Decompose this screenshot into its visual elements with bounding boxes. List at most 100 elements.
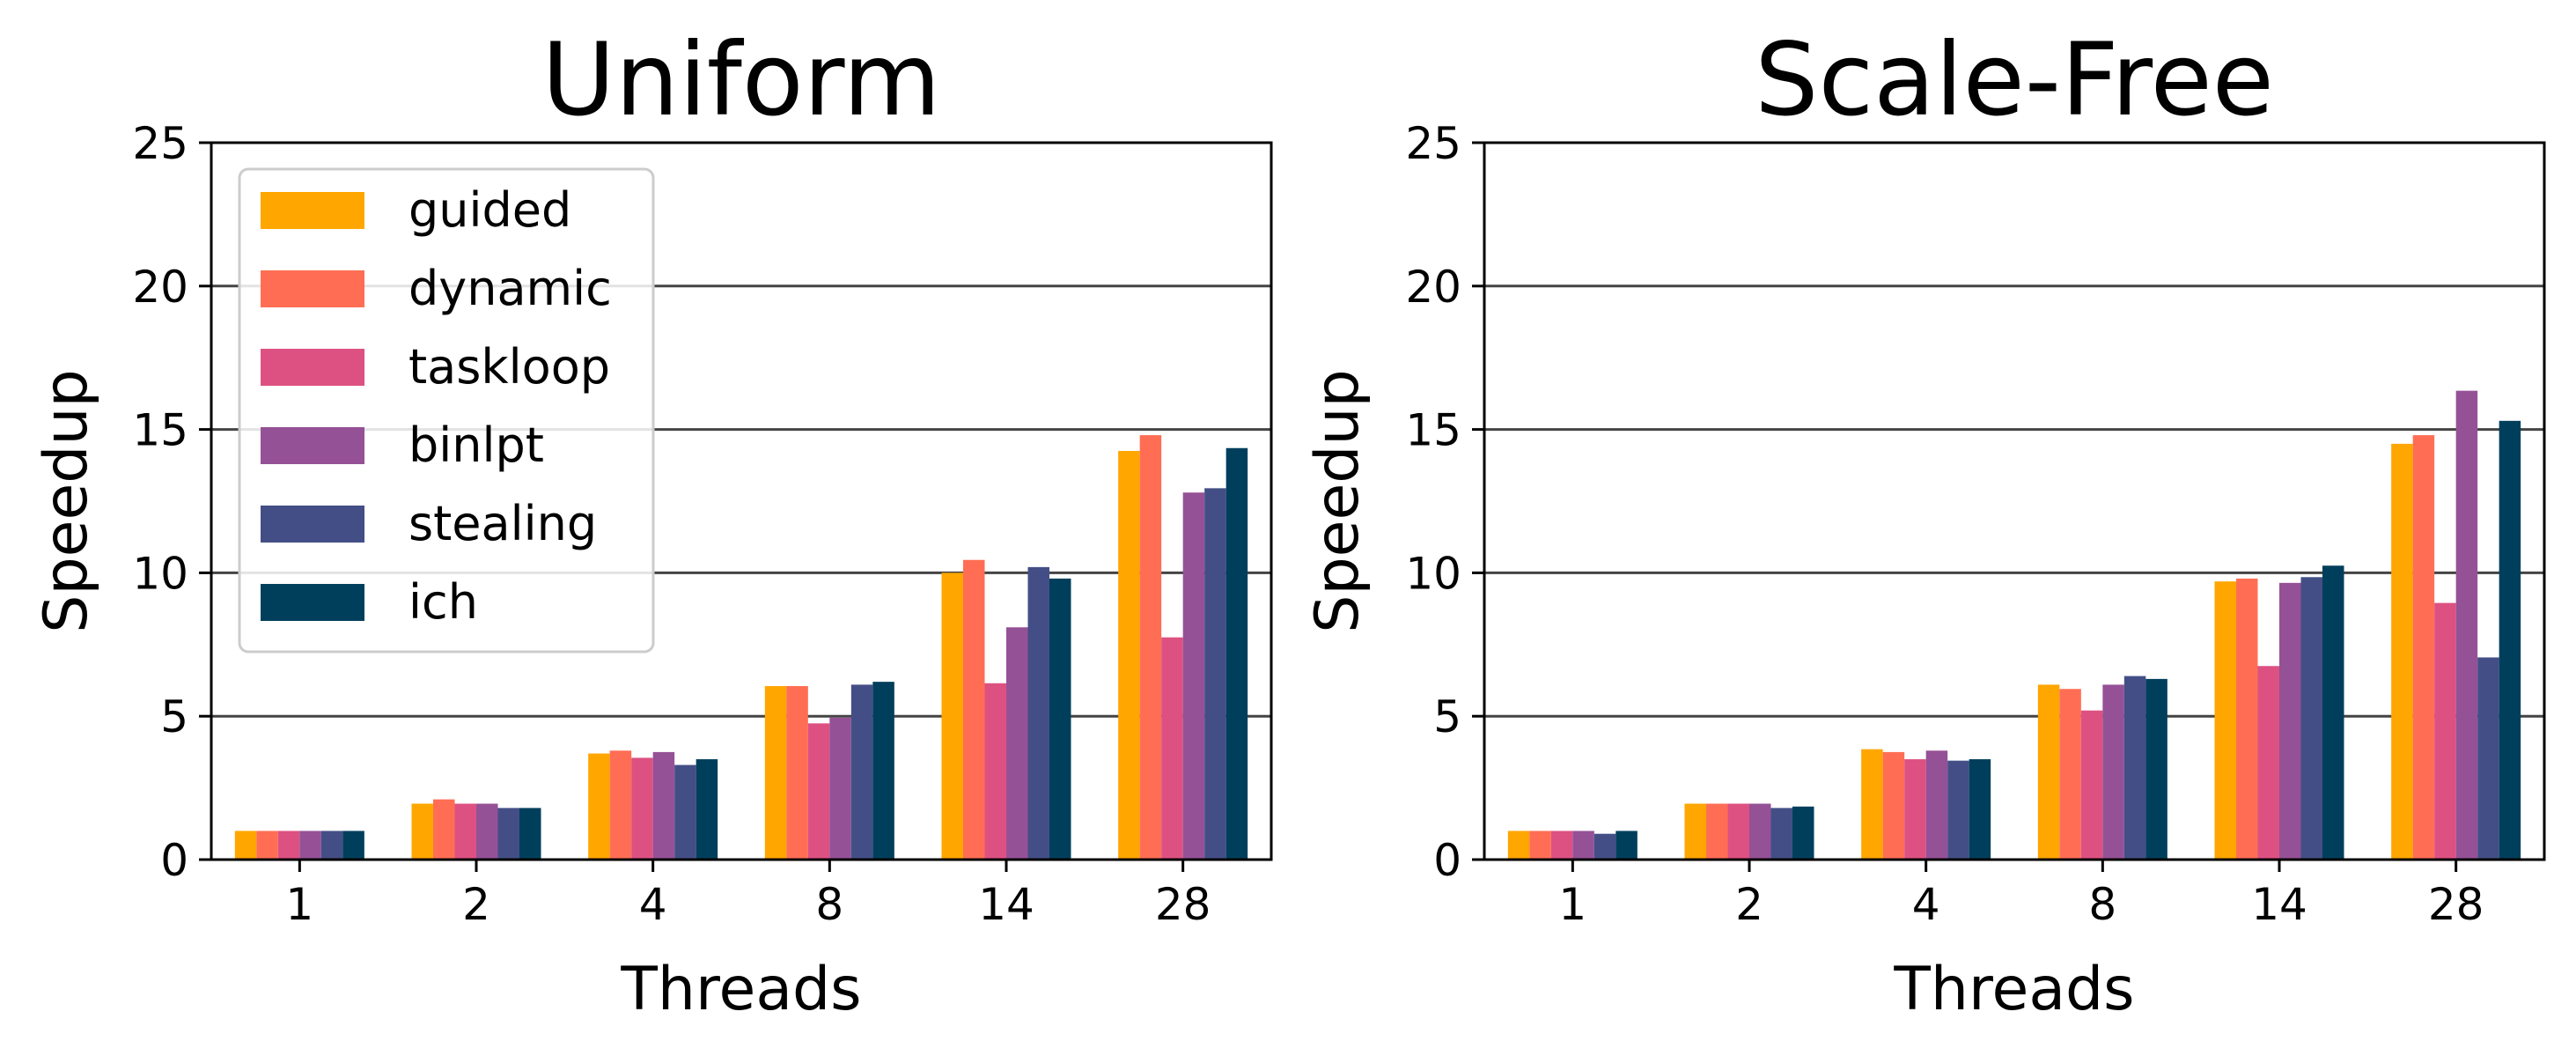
- bar-ich-4: [696, 759, 718, 860]
- bar-guided-14: [2214, 581, 2236, 860]
- bar-guided-1: [234, 831, 257, 860]
- bar-guided-8: [2037, 684, 2060, 860]
- legend-swatch-dynamic: [261, 270, 364, 307]
- uniform-y-axis-label: Speedup: [32, 369, 101, 632]
- bar-binlpt-2: [476, 803, 498, 860]
- bar-guided-28: [1118, 451, 1140, 860]
- bar-dynamic-2: [1706, 803, 1728, 860]
- bar-binlpt-4: [652, 751, 675, 860]
- uniform-panel: 0 5 10 15 20 25 1 2 4 8 14 28 Uniform Threads Spee…: [32, 21, 1273, 1024]
- bar-binlpt-4: [1925, 750, 1948, 860]
- scale-free-grid: [1484, 284, 2544, 718]
- bar-stealing-8: [850, 684, 873, 860]
- bar-binlpt-14: [2279, 582, 2301, 860]
- bar-taskloop-14: [984, 683, 1006, 860]
- bar-binlpt-1: [299, 831, 321, 860]
- bar-ich-2: [519, 808, 541, 860]
- bar-taskloop-14: [2257, 666, 2279, 860]
- y-tick-label: 5: [1433, 691, 1461, 742]
- legend-label-ich: ich: [408, 574, 478, 630]
- legend-label-binlpt: binlpt: [408, 417, 544, 473]
- bar-dynamic-4: [609, 750, 632, 860]
- bar-stealing-28: [2477, 657, 2499, 860]
- bar-ich-2: [1792, 806, 1814, 860]
- x-tick-label: 14: [2251, 879, 2307, 930]
- bar-taskloop-8: [2080, 710, 2103, 860]
- legend-swatch-stealing: [261, 506, 364, 543]
- x-tick-label: 2: [462, 879, 490, 930]
- bar-taskloop-1: [277, 831, 300, 860]
- scale-free-y-axis: 0 5 10 15 20 25: [1405, 118, 1484, 886]
- x-tick-label: 2: [1735, 879, 1763, 930]
- x-tick-label: 1: [285, 879, 313, 930]
- bar-taskloop-4: [1904, 759, 1926, 860]
- y-tick-label: 0: [160, 835, 188, 886]
- bar-ich-4: [1969, 759, 1991, 860]
- bar-dynamic-8: [786, 686, 808, 860]
- bar-taskloop-28: [1161, 637, 1183, 860]
- bar-dynamic-28: [1139, 435, 1162, 860]
- bar-ich-1: [1616, 831, 1638, 860]
- bar-taskloop-2: [1727, 803, 1749, 860]
- bar-guided-8: [764, 686, 787, 860]
- uniform-bars: [234, 435, 1248, 860]
- legend-swatch-taskloop: [261, 349, 364, 386]
- uniform-plot-frame: [210, 141, 1273, 861]
- legend-label-taskloop: taskloop: [408, 339, 610, 395]
- x-tick-label: 28: [2428, 879, 2484, 930]
- bar-taskloop-4: [631, 757, 653, 860]
- uniform-x-axis-label: Threads: [620, 955, 861, 1024]
- scale-free-plot-background: [1484, 143, 2544, 860]
- bar-dynamic-4: [1882, 751, 1905, 860]
- bar-binlpt-28: [1182, 492, 1205, 860]
- x-tick-label: 1: [1558, 879, 1586, 930]
- uniform-x-axis: 1 2 4 8 14 28: [285, 860, 1211, 930]
- bar-stealing-14: [2300, 577, 2322, 860]
- y-tick-label: 25: [132, 118, 188, 169]
- bar-binlpt-28: [2455, 390, 2478, 860]
- x-tick-label: 8: [2088, 879, 2116, 930]
- scale-free-plot-frame: [1483, 141, 2546, 861]
- y-tick-label: 10: [1405, 548, 1461, 599]
- bar-guided-4: [1861, 749, 1883, 860]
- x-tick-label: 4: [639, 879, 667, 930]
- legend-label-dynamic: dynamic: [408, 261, 612, 316]
- bar-binlpt-8: [829, 717, 851, 860]
- bar-dynamic-1: [1529, 831, 1551, 860]
- bar-ich-28: [2499, 420, 2521, 860]
- legend-swatch-ich: [261, 584, 364, 621]
- y-tick-label: 15: [1405, 405, 1461, 456]
- uniform-y-axis: 0 5 10 15 20 25: [132, 118, 211, 886]
- x-tick-label: 28: [1155, 879, 1211, 930]
- y-tick-label: 10: [132, 548, 188, 599]
- y-tick-label: 15: [132, 405, 188, 456]
- bar-guided-2: [1684, 803, 1706, 860]
- bar-dynamic-8: [2059, 689, 2081, 860]
- bar-stealing-8: [2123, 676, 2146, 860]
- legend-swatch-guided: [261, 192, 364, 229]
- bar-dynamic-28: [2412, 435, 2435, 860]
- x-tick-label: 14: [978, 879, 1034, 930]
- scale-free-x-axis-label: Threads: [1893, 955, 2134, 1024]
- scale-free-bars: [1507, 390, 2521, 860]
- y-tick-label: 20: [132, 262, 188, 313]
- bar-taskloop-1: [1550, 831, 1573, 860]
- scale-free-x-axis: 1 2 4 8 14 28: [1558, 860, 2484, 930]
- bar-binlpt-8: [2102, 684, 2124, 860]
- bar-ich-8: [872, 682, 894, 860]
- scale-free-chart-title: Scale-Free: [1755, 21, 2274, 138]
- bar-stealing-4: [1947, 760, 1969, 860]
- uniform-legend: guided dynamic taskloop binlpt stealing ich: [238, 167, 655, 654]
- bar-ich-14: [1049, 578, 1071, 860]
- bar-ich-28: [1225, 447, 1248, 860]
- bar-stealing-1: [320, 831, 343, 860]
- bar-ich-14: [2322, 565, 2344, 860]
- y-tick-label: 0: [1433, 835, 1461, 886]
- bar-stealing-2: [497, 808, 519, 860]
- bar-ich-1: [342, 831, 364, 860]
- bar-guided-1: [1507, 831, 1530, 860]
- bar-guided-4: [588, 753, 610, 860]
- bar-guided-2: [411, 803, 433, 860]
- bar-guided-28: [2391, 443, 2413, 860]
